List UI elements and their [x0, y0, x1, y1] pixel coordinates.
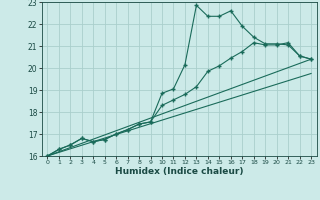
X-axis label: Humidex (Indice chaleur): Humidex (Indice chaleur) — [115, 167, 244, 176]
